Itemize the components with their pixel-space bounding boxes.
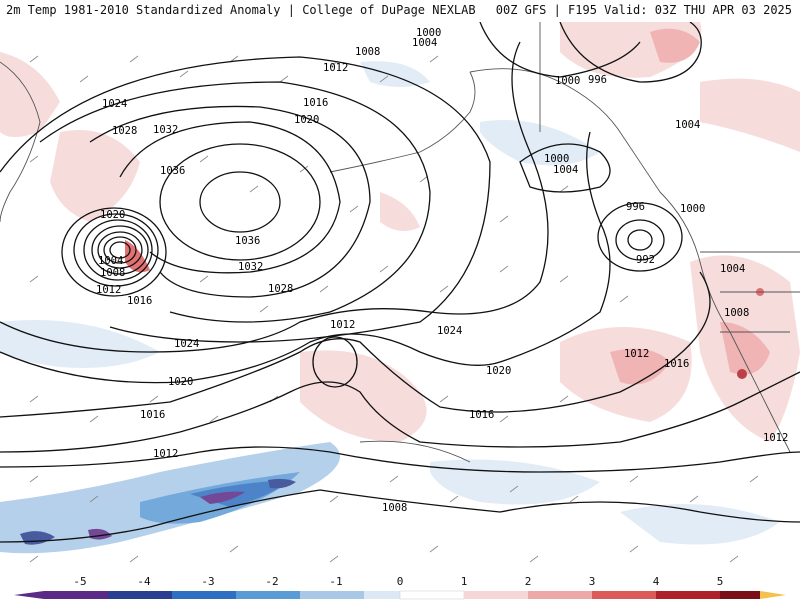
isobar-label: 1012 xyxy=(153,448,178,460)
isobar-label: 1036 xyxy=(235,235,260,247)
isobar-label: 1012 xyxy=(624,348,649,360)
isobar-label: 1012 xyxy=(330,319,355,331)
map-title: 2m Temp 1981-2010 Standardized Anomaly |… xyxy=(6,3,476,17)
isobar-label: 1024 xyxy=(102,98,127,110)
anomaly-colorbar: -5 -4 -3 -2 -1 0 1 2 3 4 5 xyxy=(0,575,800,600)
isobar-label: 1012 xyxy=(96,284,121,296)
colorbar-tick: 3 xyxy=(588,575,596,588)
colorbar-tick: -3 xyxy=(201,575,215,588)
coastlines xyxy=(0,22,800,463)
isobar-label: 1016 xyxy=(469,409,494,421)
isobar-label: 1000 xyxy=(544,153,569,165)
weather-map: 1000 1004 1008 1012 1024 1032 1028 1036 … xyxy=(0,22,800,563)
isobar-label: 1024 xyxy=(174,338,199,350)
isobar-label: 1004 xyxy=(98,255,123,267)
isobar-label: 1024 xyxy=(437,325,462,337)
isobar-labels: 1000 1004 1008 1012 1024 1032 1028 1036 … xyxy=(96,27,788,514)
isobar-label: 1016 xyxy=(127,295,152,307)
isobar-label: 1020 xyxy=(486,365,511,377)
isobar-label: 1020 xyxy=(100,209,125,221)
isobar-label: 1008 xyxy=(382,502,407,514)
isobar-label: 992 xyxy=(636,254,655,266)
isobar-label: 1000 xyxy=(680,203,705,215)
isobar-label: 1012 xyxy=(323,62,348,74)
isobar-label: 1020 xyxy=(294,114,319,126)
isobar-label: 1032 xyxy=(238,261,263,273)
model-run-valid-time: 00Z GFS | F195 Valid: 03Z THU APR 03 202… xyxy=(495,3,792,17)
title-bar: 2m Temp 1981-2010 Standardized Anomaly |… xyxy=(0,0,800,22)
isobar-label: 1016 xyxy=(303,97,328,109)
isobar-label: 1004 xyxy=(412,37,437,49)
colorbar-tick: 2 xyxy=(524,575,532,588)
isobar-label: 1036 xyxy=(160,165,185,177)
colorbar-tick: -1 xyxy=(329,575,343,588)
isobar-label: 1016 xyxy=(664,358,689,370)
cool-anomaly-shading xyxy=(0,61,780,554)
isobar-label: 1020 xyxy=(168,376,193,388)
isobar-label: 1004 xyxy=(720,263,745,275)
isobars xyxy=(0,22,800,543)
colorbar-tick: -4 xyxy=(137,575,151,588)
isobar-label: 1008 xyxy=(100,267,125,279)
warm-anomaly-shading xyxy=(0,22,800,442)
colorbar-tick: 5 xyxy=(716,575,724,588)
isobar-label: 996 xyxy=(588,74,607,86)
colorbar-tick: -5 xyxy=(73,575,87,588)
isobar-label: 996 xyxy=(626,201,645,213)
isobar-label: 1032 xyxy=(153,124,178,136)
colorbar-tick: 1 xyxy=(460,575,468,588)
colorbar-scale xyxy=(14,590,786,600)
isobar-label: 1008 xyxy=(355,46,380,58)
colorbar-tick: -2 xyxy=(265,575,279,588)
isobar-label: 1028 xyxy=(268,283,293,295)
isobar-label: 1000 xyxy=(555,75,580,87)
isobar-label: 1000 xyxy=(416,27,441,39)
isobar-label: 1004 xyxy=(675,119,700,131)
isobar-label: 1008 xyxy=(724,307,749,319)
isobar-label: 1012 xyxy=(763,432,788,444)
isobar-label: 1016 xyxy=(140,409,165,421)
colorbar-tick: 4 xyxy=(652,575,660,588)
isobar-label: 1004 xyxy=(553,164,578,176)
colorbar-tick: 0 xyxy=(396,575,404,588)
isobar-label: 1028 xyxy=(112,125,137,137)
